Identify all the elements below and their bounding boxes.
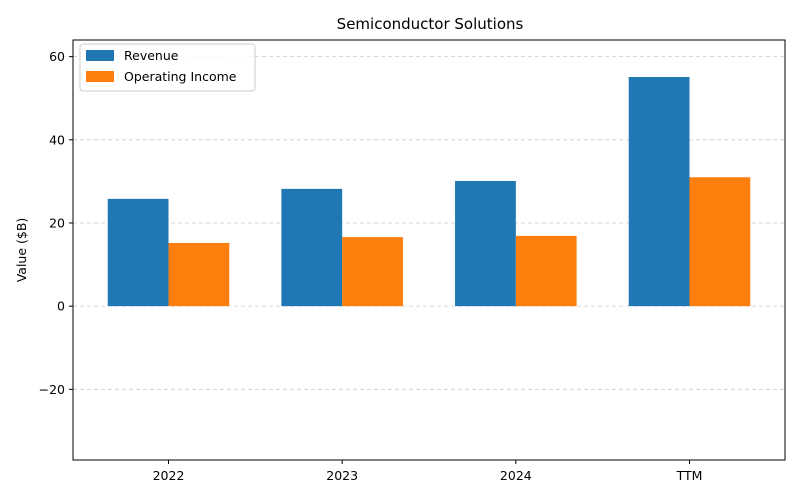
chart-title: Semiconductor Solutions xyxy=(337,15,524,33)
legend: Revenue Operating Income xyxy=(79,43,256,92)
bar-operating-income-2022 xyxy=(168,242,230,307)
bar-operating-income-2023 xyxy=(342,237,403,307)
legend-swatch-operating-income xyxy=(86,71,114,82)
bar-operating-income-ttm xyxy=(689,177,751,307)
bar-revenue-2022 xyxy=(107,198,169,307)
bars xyxy=(107,77,751,307)
plot-frame xyxy=(72,39,786,461)
x-tick-label: 2023 xyxy=(326,468,358,483)
y-axis: −20 0 20 40 60 xyxy=(39,49,73,397)
legend-swatch-revenue xyxy=(86,50,114,61)
y-tick-label: −20 xyxy=(39,382,65,397)
x-tick-label: 2022 xyxy=(153,468,185,483)
bar-revenue-2023 xyxy=(281,188,343,307)
y-tick-label: 0 xyxy=(57,299,65,314)
x-tick-label: 2024 xyxy=(500,468,532,483)
x-axis: 2022 2023 2024 TTM xyxy=(153,460,703,483)
bar-revenue-ttm xyxy=(628,77,690,307)
y-tick-label: 20 xyxy=(49,215,65,230)
y-tick-label: 60 xyxy=(49,49,65,64)
y-tick-label: 40 xyxy=(49,132,65,147)
legend-label-revenue: Revenue xyxy=(124,48,179,63)
x-tick-label: TTM xyxy=(676,468,703,483)
legend-box xyxy=(79,43,256,92)
bar-operating-income-2024 xyxy=(515,235,577,307)
legend-label-operating-income: Operating Income xyxy=(124,69,237,84)
y-axis-label: Value ($B) xyxy=(14,218,29,283)
bar-revenue-2024 xyxy=(455,180,516,307)
